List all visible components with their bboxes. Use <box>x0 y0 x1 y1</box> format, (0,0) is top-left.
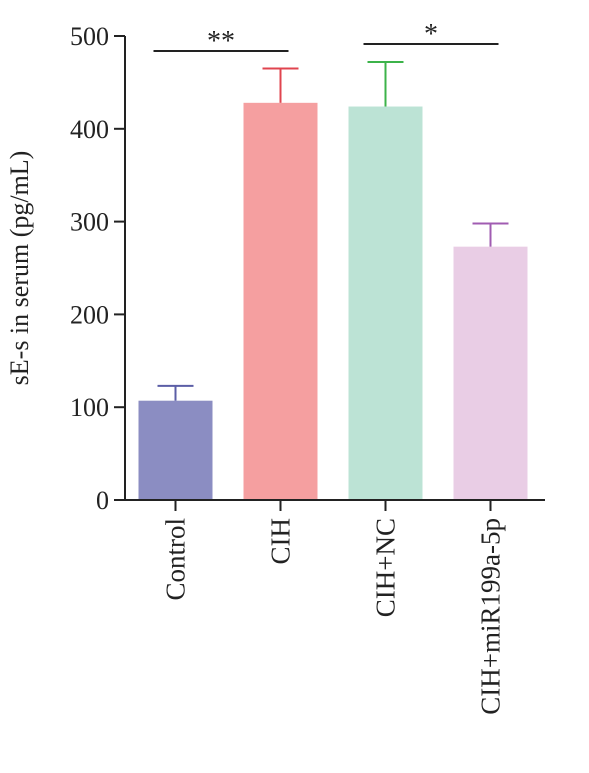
category-label: CIH <box>266 518 296 565</box>
bar-control <box>138 400 213 500</box>
y-tick-label: 0 <box>96 486 109 515</box>
significance-label: * <box>424 19 438 50</box>
y-tick-label: 300 <box>70 208 109 237</box>
bar-cih <box>243 102 318 500</box>
bar-cih-nc <box>348 106 423 500</box>
category-label: CIH+miR199a-5p <box>476 518 506 715</box>
y-axis-ticks: 0 100 200 300 400 500 <box>70 22 125 515</box>
y-tick-label: 200 <box>70 300 109 329</box>
significance-label: ** <box>207 26 235 57</box>
category-labels: Control CIH CIH+NC CIH+miR199a-5p <box>161 500 506 715</box>
category-label: Control <box>161 518 191 601</box>
y-tick-label: 500 <box>70 22 109 51</box>
bars <box>138 102 528 500</box>
significance-annotations: ** * <box>153 19 499 57</box>
y-axis-label: sE-s in serum (pg/mL) <box>5 151 34 386</box>
y-tick-label: 400 <box>70 115 109 144</box>
y-tick-label: 100 <box>70 393 109 422</box>
bar-cih-mir199a-5p <box>453 246 528 500</box>
category-label: CIH+NC <box>371 518 401 617</box>
error-bars <box>157 60 509 401</box>
